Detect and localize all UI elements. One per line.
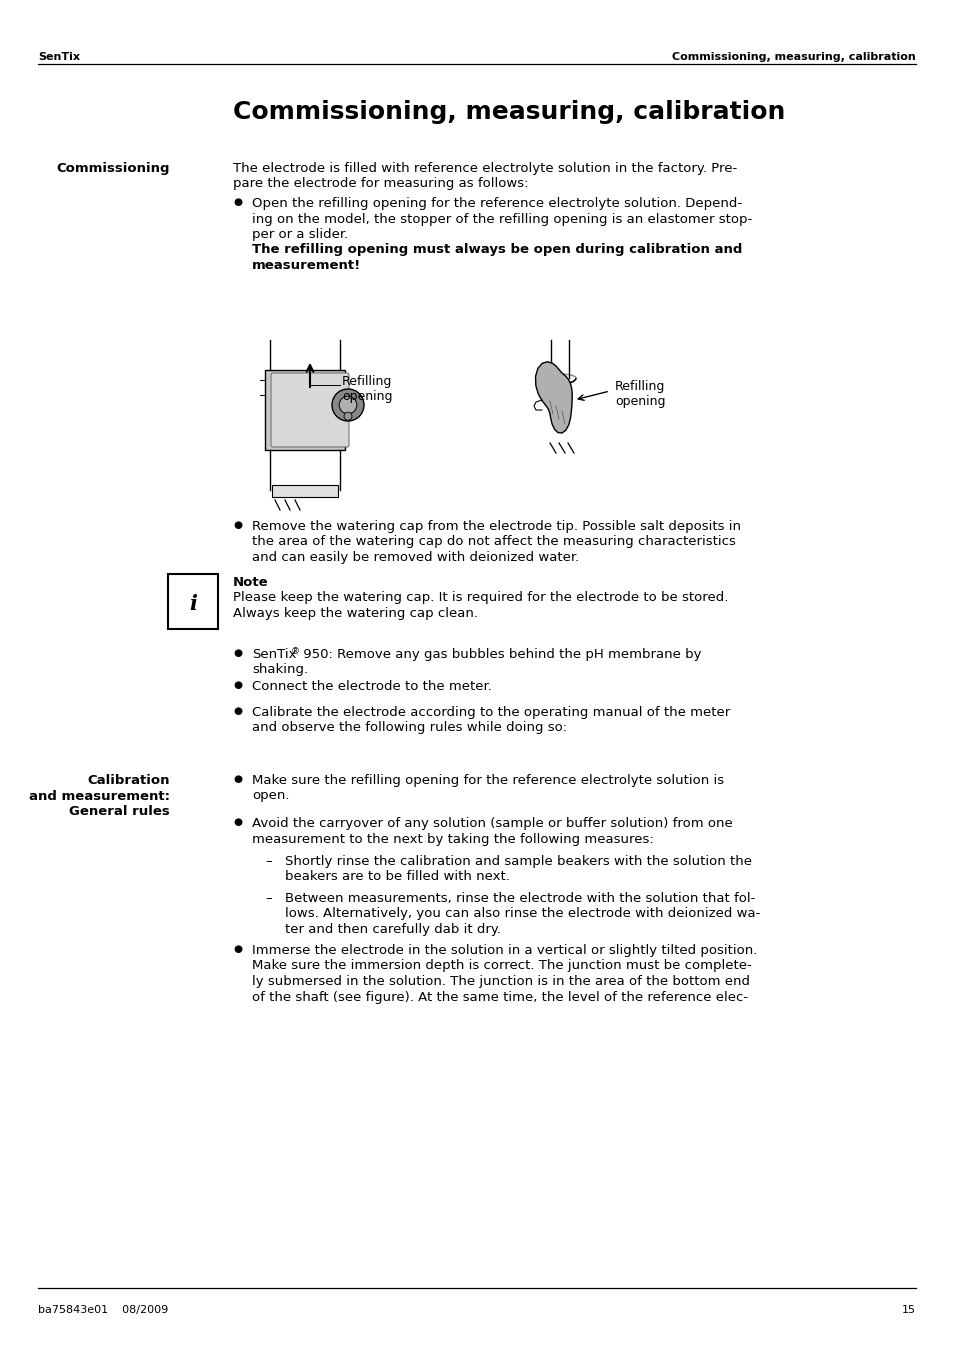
Text: SenTix: SenTix [252, 648, 296, 662]
Text: Remove the watering cap from the electrode tip. Possible salt deposits in: Remove the watering cap from the electro… [252, 520, 740, 533]
Text: open.: open. [252, 790, 289, 802]
Text: i: i [189, 594, 196, 613]
Text: ●: ● [233, 774, 242, 784]
Text: ly submersed in the solution. The junction is in the area of the bottom end: ly submersed in the solution. The juncti… [252, 975, 749, 988]
Circle shape [339, 396, 356, 414]
Text: The refilling opening must always be open during calibration and: The refilling opening must always be ope… [252, 243, 741, 256]
Text: ter and then carefully dab it dry.: ter and then carefully dab it dry. [285, 923, 500, 936]
Text: ba75843e01    08/2009: ba75843e01 08/2009 [38, 1305, 168, 1315]
Text: ing on the model, the stopper of the refilling opening is an elastomer stop-: ing on the model, the stopper of the ref… [252, 212, 752, 225]
Text: Please keep the watering cap. It is required for the electrode to be stored.: Please keep the watering cap. It is requ… [233, 591, 727, 605]
Text: Between measurements, rinse the electrode with the solution that fol-: Between measurements, rinse the electrod… [285, 892, 755, 904]
Text: Calibrate the electrode according to the operating manual of the meter: Calibrate the electrode according to the… [252, 706, 729, 720]
Text: Refilling
opening: Refilling opening [615, 379, 665, 408]
Text: 15: 15 [901, 1305, 915, 1315]
Text: Make sure the immersion depth is correct. The junction must be complete-: Make sure the immersion depth is correct… [252, 960, 751, 972]
Text: Always keep the watering cap clean.: Always keep the watering cap clean. [233, 608, 477, 620]
Text: Note: Note [233, 576, 269, 589]
Text: Commissioning, measuring, calibration: Commissioning, measuring, calibration [672, 53, 915, 62]
Text: pare the electrode for measuring as follows:: pare the electrode for measuring as foll… [233, 177, 528, 190]
Circle shape [332, 389, 364, 421]
Text: measurement to the next by taking the following measures:: measurement to the next by taking the fo… [252, 833, 653, 845]
Text: –: – [265, 892, 272, 904]
Text: and measurement:: and measurement: [29, 790, 170, 802]
Text: ●: ● [233, 520, 242, 531]
Text: ●: ● [233, 944, 242, 954]
Text: of the shaft (see figure). At the same time, the level of the reference elec-: of the shaft (see figure). At the same t… [252, 991, 747, 1003]
Bar [272, 485, 337, 497]
Text: SenTix: SenTix [38, 53, 80, 62]
Text: General rules: General rules [70, 805, 170, 818]
Bar [168, 574, 218, 629]
Text: the area of the watering cap do not affect the measuring characteristics: the area of the watering cap do not affe… [252, 536, 735, 548]
Text: Immerse the electrode in the solution in a vertical or slightly tilted position.: Immerse the electrode in the solution in… [252, 944, 757, 957]
Text: measurement!: measurement! [252, 259, 361, 271]
Text: The electrode is filled with reference electrolyte solution in the factory. Pre-: The electrode is filled with reference e… [233, 162, 737, 176]
Bar [265, 370, 345, 450]
Text: ●: ● [233, 680, 242, 690]
Text: beakers are to be filled with next.: beakers are to be filled with next. [285, 871, 509, 883]
Text: 950: Remove any gas bubbles behind the pH membrane by: 950: Remove any gas bubbles behind the p… [298, 648, 700, 662]
Circle shape [344, 412, 352, 420]
Text: and can easily be removed with deionized water.: and can easily be removed with deionized… [252, 551, 578, 564]
Text: Refilling
opening: Refilling opening [341, 375, 392, 404]
Text: ●: ● [233, 197, 242, 207]
Polygon shape [535, 362, 572, 433]
FancyBboxPatch shape [271, 373, 349, 447]
Text: lows. Alternatively, you can also rinse the electrode with deionized wa-: lows. Alternatively, you can also rinse … [285, 907, 760, 921]
Text: Open the refilling opening for the reference electrolyte solution. Depend-: Open the refilling opening for the refer… [252, 197, 741, 211]
Text: and observe the following rules while doing so:: and observe the following rules while do… [252, 721, 566, 734]
Text: Shortly rinse the calibration and sample beakers with the solution the: Shortly rinse the calibration and sample… [285, 855, 751, 868]
Text: Connect the electrode to the meter.: Connect the electrode to the meter. [252, 680, 492, 693]
Text: Calibration: Calibration [88, 774, 170, 787]
Text: ●: ● [233, 706, 242, 716]
Text: Avoid the carryover of any solution (sample or buffer solution) from one: Avoid the carryover of any solution (sam… [252, 817, 732, 830]
Text: per or a slider.: per or a slider. [252, 228, 348, 242]
Text: ●: ● [233, 648, 242, 657]
Text: ●: ● [233, 817, 242, 828]
Text: –: – [265, 855, 272, 868]
Text: ®: ® [291, 647, 299, 656]
Text: shaking.: shaking. [252, 663, 308, 676]
Text: Make sure the refilling opening for the reference electrolyte solution is: Make sure the refilling opening for the … [252, 774, 723, 787]
Text: Commissioning: Commissioning [56, 162, 170, 176]
Text: Commissioning, measuring, calibration: Commissioning, measuring, calibration [233, 100, 784, 124]
